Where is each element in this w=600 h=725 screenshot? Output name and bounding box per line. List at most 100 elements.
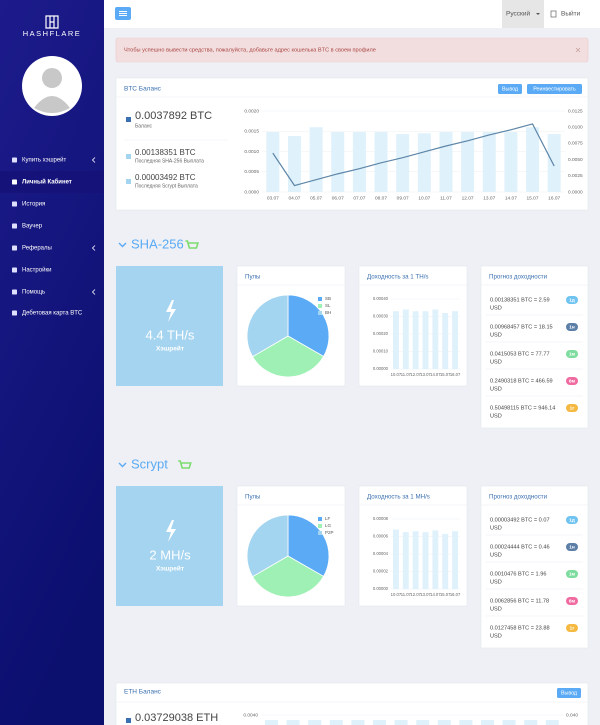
- hashrate-label: Хэшрейт: [156, 565, 184, 573]
- button[interactable]: [498, 84, 522, 94]
- x-tick-label: 05.07: [310, 195, 322, 201]
- button-label[interactable]: Вывод: [502, 87, 518, 93]
- forecast-amount: 0.50498115 BTC = 946.14: [490, 405, 555, 411]
- bar: [547, 134, 561, 192]
- x-tick-label: 12.07: [410, 372, 421, 377]
- balance-label: Последняя Scrypt Выплата: [135, 183, 198, 189]
- menu-icon: [12, 223, 17, 229]
- x-tick-label: 14.07: [505, 195, 517, 201]
- button-label[interactable]: Реинвестировать: [533, 87, 576, 93]
- bar-top: [524, 720, 538, 725]
- menu-item[interactable]: Купить хэшрейт: [22, 157, 67, 164]
- x-tick-label: 11.07: [401, 372, 412, 377]
- forecast-unit: USD: [490, 633, 502, 639]
- x-tick-label: 10.07: [391, 372, 402, 377]
- balance-value: 0.03729038 ETH: [135, 712, 218, 724]
- x-tick-label: 10.07: [418, 195, 430, 201]
- forecast-amount: 0.0062856 BTC = 11.78: [490, 598, 549, 604]
- legend-label: P2P: [325, 530, 334, 535]
- y-tick-label: 0.00000: [373, 586, 389, 591]
- legend-swatch: [126, 718, 131, 723]
- x-tick-label: 06.07: [332, 195, 344, 201]
- bar: [504, 132, 518, 192]
- chevron: [118, 242, 127, 248]
- y-tick-label: 0.0015: [244, 129, 259, 135]
- chevron: [91, 289, 96, 295]
- menu-item[interactable]: История: [22, 202, 45, 208]
- legend-swatch: [318, 311, 322, 315]
- menu-item[interactable]: Ваучер: [22, 224, 43, 230]
- badge-label: 6м: [569, 599, 576, 605]
- forecast-unit: USD: [490, 413, 502, 419]
- legend-label: SB: [325, 296, 331, 301]
- x-tick-label: 11.07: [401, 592, 412, 597]
- y-tick-label: 0.00006: [373, 534, 389, 539]
- badge: [566, 624, 578, 632]
- bar-top: [481, 720, 494, 725]
- x-tick-label: 13.07: [420, 372, 431, 377]
- menu-item[interactable]: Помощь: [22, 290, 45, 296]
- y-tick-label: 0.00004: [373, 551, 389, 556]
- x-tick-label: 10.07: [391, 592, 402, 597]
- hashrate-box: [116, 266, 223, 386]
- legend-swatch: [318, 297, 322, 301]
- chevron: [118, 462, 127, 468]
- balance-value: 0.0037892 BTC: [135, 110, 212, 122]
- y-tick-label: 0.00010: [373, 349, 389, 354]
- menu-icon: [12, 179, 17, 185]
- y2-tick-label: 0.0000: [568, 189, 583, 195]
- forecast-amount: 0.0010476 BTC = 1.96: [490, 571, 546, 577]
- y-tick-label: 0.0005: [244, 169, 259, 175]
- bar: [396, 134, 410, 192]
- y2-tick-label: 0.0100: [568, 124, 583, 130]
- panel: [480, 265, 589, 429]
- hashrate-label: Хэшрейт: [156, 345, 184, 353]
- bar: [374, 132, 388, 192]
- bar: [452, 531, 459, 589]
- bar: [422, 311, 429, 369]
- menu-icon: [12, 310, 17, 316]
- badge: [566, 377, 578, 385]
- panel-title: Пулы: [245, 494, 261, 501]
- bar: [432, 309, 439, 369]
- panel-title: BTC Баланс: [124, 86, 162, 93]
- badge-label: 1г: [570, 406, 575, 412]
- button-label[interactable]: Вывод: [561, 691, 577, 697]
- bar-top: [545, 720, 559, 725]
- legend-label: LF: [325, 516, 331, 521]
- balance-label: Баланс: [135, 123, 153, 129]
- button[interactable]: [557, 688, 581, 698]
- menu-item[interactable]: Настройки: [22, 267, 51, 274]
- forecast-unit: USD: [490, 386, 502, 392]
- y-tick-label: 0.0000: [244, 189, 259, 195]
- x-tick-label: 13.07: [483, 195, 495, 201]
- forecast-unit: USD: [490, 552, 502, 558]
- bar-top: [308, 720, 322, 725]
- bar-top: [373, 720, 386, 725]
- button[interactable]: [527, 84, 582, 94]
- x-tick-label: 14.07: [430, 592, 441, 597]
- alert: [115, 37, 589, 63]
- bar: [392, 311, 399, 369]
- menu-item[interactable]: Рефералы: [22, 246, 52, 252]
- y-tick-label: 0.0010: [244, 149, 259, 155]
- x-tick-label: 15.07: [527, 195, 539, 201]
- panel: [115, 682, 589, 725]
- y-tick-label: 0.00040: [373, 296, 389, 301]
- pie-slice: [287, 294, 330, 357]
- language[interactable]: Русский: [506, 10, 530, 18]
- badge-label: 1м: [569, 352, 576, 358]
- x-tick-label: 15.07: [440, 592, 451, 597]
- logout[interactable]: Выйти: [561, 10, 581, 18]
- menu-item[interactable]: Дебетовая карта BTC: [22, 311, 83, 317]
- menu-item[interactable]: Личный Кабинет: [22, 179, 72, 186]
- alert-close[interactable]: [575, 47, 581, 53]
- pie-slice: [252, 335, 325, 378]
- forecast-unit: USD: [490, 359, 502, 365]
- bar-top: [351, 720, 365, 725]
- menu-icon: [12, 157, 17, 163]
- badge-label: 1м: [569, 572, 576, 578]
- bar: [432, 530, 439, 589]
- x-tick-label: 12.07: [410, 592, 421, 597]
